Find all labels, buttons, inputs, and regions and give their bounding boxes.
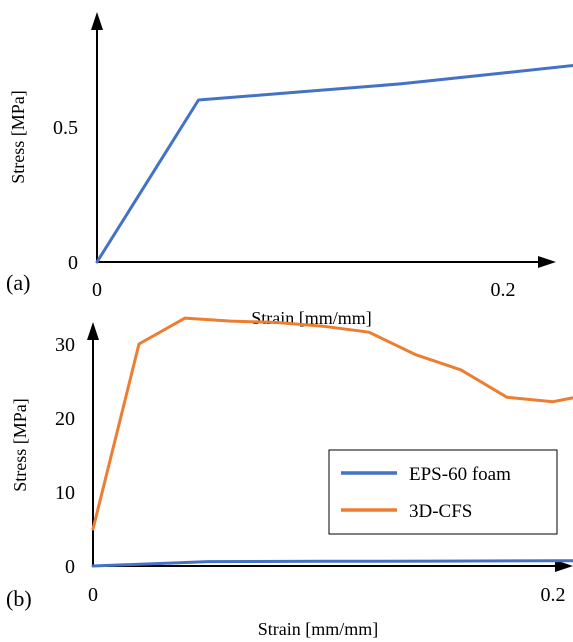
- chart-a-panel-label: (a): [6, 270, 30, 295]
- chart-b-eps-60-foam-point: [207, 561, 209, 563]
- chart-b-x-axis-arrow: [555, 560, 573, 572]
- chart-b-3d-cfs-point: [506, 396, 508, 398]
- chart-a-series-0-point: [299, 91, 301, 93]
- chart-b-3d-cfs-point: [368, 331, 370, 333]
- chart-b-legend-label: 3D-CFS: [409, 501, 472, 522]
- chart-b-eps-60-foam-point: [322, 560, 324, 562]
- chart-a-series-0-line: [95, 64, 573, 264]
- chart-b-y-tick-label: 0: [65, 556, 75, 578]
- chart-b-y-tick-label: 30: [55, 334, 75, 356]
- chart-a-series-0-point: [198, 99, 199, 101]
- chart-b-x-axis-title: Strain [mm/mm]: [258, 619, 379, 639]
- chart-b-3d-cfs-point: [92, 528, 94, 530]
- chart-b-x-tick-label: 0.2: [541, 584, 566, 606]
- chart-b-eps-60-foam-line: [91, 559, 573, 568]
- chart-b-eps-60-foam-point: [437, 560, 439, 562]
- chart-b-3d-cfs-point: [460, 369, 462, 371]
- chart-b-3d-cfs-line: [91, 316, 573, 531]
- chart-b-3d-cfs-point: [184, 317, 186, 319]
- chart-a-y-axis-title: Stress [MPa]: [8, 90, 28, 184]
- chart-a-y-axis-arrow: [91, 12, 103, 30]
- chart-a-x-tick-label: 0.2: [491, 279, 516, 301]
- chart-b-3d-cfs-point: [138, 343, 140, 345]
- chart-b-eps-60-foam-point: [92, 565, 94, 567]
- chart-b-3d-cfs-point: [414, 353, 416, 355]
- chart-a-series-0-point: [96, 261, 98, 263]
- chart-a-x-tick-label: 0: [92, 279, 102, 301]
- chart-b-3d-cfs-point: [276, 322, 278, 324]
- chart-b-x-tick-label: 0: [88, 584, 98, 606]
- chart-b-y-tick-label: 10: [55, 482, 75, 504]
- chart-a-x-axis-arrow: [538, 256, 556, 268]
- chart-b-3d-cfs-point: [552, 401, 554, 403]
- chart-a-y-tick-label: 0.5: [53, 117, 78, 139]
- chart-a-y-tick-label: 1: [68, 0, 78, 4]
- chart-b-legend: [328, 449, 558, 535]
- chart-b-y-axis-arrow: [87, 322, 99, 340]
- chart-a-y-tick-label: 0: [68, 252, 78, 274]
- chart-b-3d-cfs-point: [230, 320, 232, 322]
- chart-b-panel-label: (b): [6, 586, 32, 611]
- chart-b-eps-60-foam-point: [552, 560, 554, 562]
- chart-a-series-0-point: [502, 72, 504, 74]
- chart-b-y-tick-label: 20: [55, 408, 75, 430]
- chart-b-y-axis-title: Stress [MPa]: [10, 398, 30, 492]
- chart-b-3d-cfs-point: [322, 325, 324, 327]
- chart-a-series-0-point: [401, 83, 402, 85]
- chart-b-legend-label: EPS-60 foam: [409, 464, 511, 485]
